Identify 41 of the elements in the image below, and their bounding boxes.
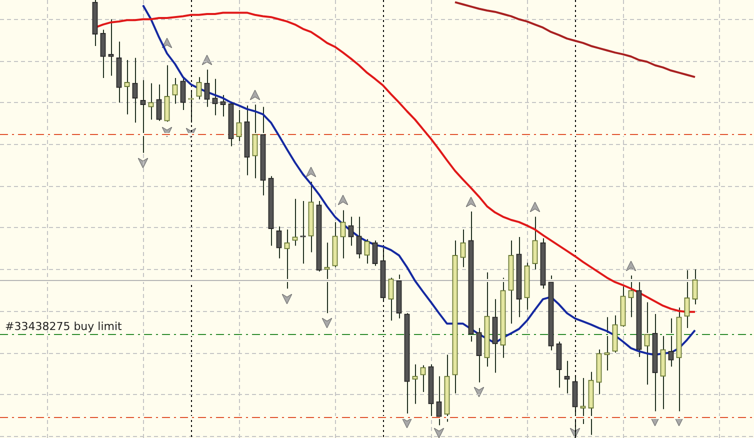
candlestick bbox=[100, 29, 106, 78]
candlestick bbox=[172, 77, 178, 104]
candlestick bbox=[460, 229, 466, 268]
candlestick bbox=[292, 198, 298, 246]
ref-line-label: #33438275 buy limit bbox=[5, 320, 123, 333]
candlestick bbox=[204, 69, 210, 108]
candlestick bbox=[644, 302, 650, 386]
candlestick bbox=[148, 82, 154, 120]
candlestick bbox=[212, 78, 218, 116]
candlestick bbox=[684, 270, 690, 329]
candlestick bbox=[220, 94, 226, 118]
candlestick bbox=[252, 104, 258, 179]
candlestick bbox=[388, 277, 394, 322]
candlestick bbox=[372, 240, 378, 266]
candlestick bbox=[348, 216, 354, 246]
candlestick bbox=[628, 275, 634, 318]
candlestick bbox=[668, 318, 674, 368]
candlestick bbox=[412, 364, 418, 404]
candlestick bbox=[164, 64, 170, 122]
candlestick bbox=[300, 200, 306, 264]
candlestick bbox=[108, 18, 114, 76]
candlestick bbox=[436, 376, 442, 426]
candlestick bbox=[276, 226, 282, 259]
candlestick bbox=[692, 268, 698, 305]
candlestick bbox=[140, 80, 146, 154]
candlestick bbox=[156, 84, 162, 122]
candlestick bbox=[356, 216, 362, 259]
candlestick bbox=[132, 57, 138, 124]
candlestick bbox=[476, 328, 482, 383]
candlestick bbox=[196, 76, 202, 100]
candlestick bbox=[180, 76, 186, 110]
candlestick bbox=[564, 360, 570, 394]
candlestick bbox=[236, 109, 242, 142]
candlestick bbox=[340, 210, 346, 259]
candlestick bbox=[532, 216, 538, 270]
candlestick bbox=[188, 91, 194, 124]
candlestick bbox=[284, 229, 290, 290]
candlestick bbox=[364, 238, 370, 264]
candlestick bbox=[420, 364, 426, 393]
candlestick bbox=[124, 60, 130, 115]
candlestick bbox=[580, 377, 586, 424]
